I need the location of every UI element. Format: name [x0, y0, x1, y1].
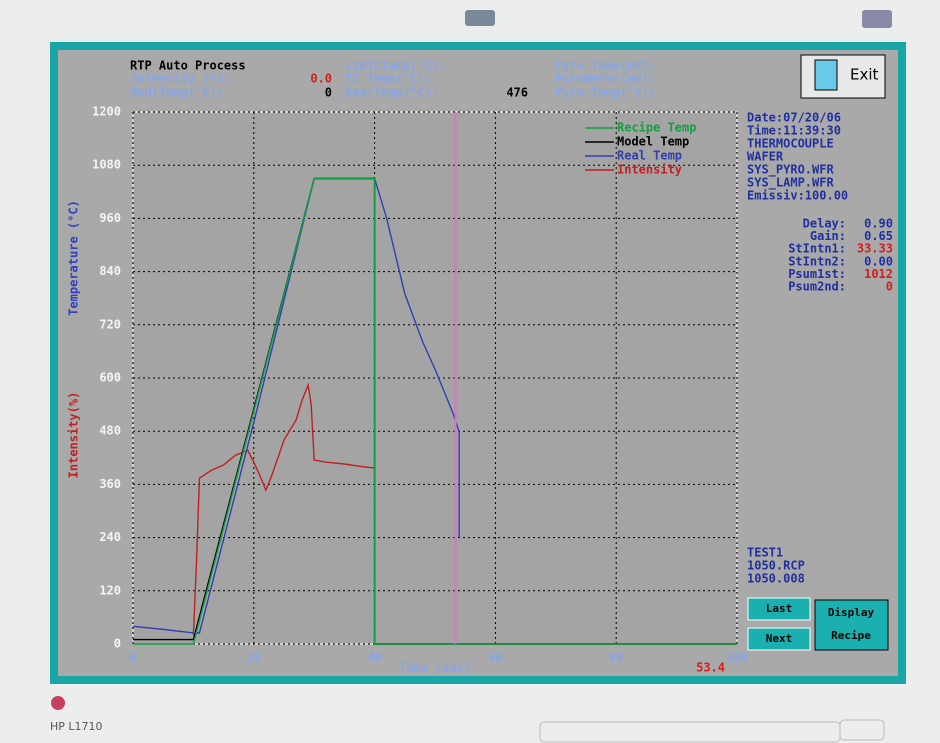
- legend-label: Model Temp: [617, 135, 689, 149]
- button-label: Recipe: [831, 629, 871, 642]
- y-tick-label: 0: [114, 637, 121, 651]
- x-tick-label: 40: [367, 651, 381, 665]
- field-label: Pyro Temp(°C):: [555, 86, 656, 100]
- y-axis-label: Temperature (°C): [67, 200, 81, 316]
- monitor-label: HP L1710: [50, 720, 103, 733]
- y-tick-label: 480: [99, 424, 121, 438]
- exit-label: Exit: [850, 66, 879, 84]
- button-label: Last: [766, 602, 793, 615]
- bezel-logo: [862, 10, 892, 28]
- y-tick-label: 720: [99, 317, 121, 331]
- power-logo: [51, 696, 65, 710]
- button-label: Display: [828, 606, 875, 619]
- file-line: TEST1: [747, 546, 783, 560]
- field-label: RealTemp(°C):: [345, 86, 439, 100]
- legend-label: Intensity: [617, 163, 682, 177]
- app-title: RTP Auto Process: [130, 59, 246, 73]
- field-label: PyroWafer(mV):: [555, 72, 656, 86]
- y-tick-label: 360: [99, 477, 121, 491]
- x-tick-label: 80: [609, 651, 623, 665]
- x-tick-label: 0: [129, 651, 136, 665]
- field-value: 0: [325, 86, 332, 100]
- button-label: Next: [766, 632, 793, 645]
- y-tick-label: 960: [99, 211, 121, 225]
- info-line: Date:07/20/06: [747, 111, 841, 125]
- x-axis-label: Time (sec): [399, 661, 471, 675]
- y-tick-label: 1080: [92, 158, 121, 172]
- y-tick-label: 120: [99, 583, 121, 597]
- exit-icon: [815, 60, 837, 90]
- info-line: Time:11:39:30: [747, 124, 841, 138]
- param-label: Psum2nd:: [788, 280, 846, 294]
- x-tick-label: 20: [247, 651, 261, 665]
- field-label: TC Temp(°C):: [345, 72, 432, 86]
- camera: [465, 10, 495, 26]
- y-tick-label: 1200: [92, 105, 121, 119]
- y-axis-label-2: Intensity(%): [67, 392, 81, 479]
- field-label: czDTCtemp(°C):: [345, 59, 446, 73]
- info-line: Emissiv:100.00: [747, 189, 848, 203]
- info-line: THERMOCOUPLE: [747, 137, 834, 151]
- field-label: ModlTemp(°C):: [130, 86, 224, 100]
- x-tick-label: 60: [488, 651, 502, 665]
- field-label: Intensity (%):: [130, 72, 231, 86]
- info-line: WAFER: [747, 150, 784, 164]
- field-value: 476: [506, 86, 528, 100]
- file-line: 1050.RCP: [747, 559, 805, 573]
- legend-label: Recipe Temp: [617, 121, 696, 135]
- field-label: Pyro Tube(mV):: [555, 59, 656, 73]
- current-time-label: 53.4: [696, 661, 725, 675]
- screen: HP L1710 RTP Auto Process czDTCtemp(°C):…: [0, 0, 940, 743]
- y-tick-label: 240: [99, 530, 121, 544]
- field-value: 0.0: [310, 72, 332, 86]
- y-tick-label: 840: [99, 264, 121, 278]
- legend-label: Real Temp: [617, 149, 682, 163]
- x-tick-label: 100: [726, 651, 748, 665]
- file-line: 1050.008: [747, 572, 805, 586]
- param-value: 0: [886, 280, 893, 294]
- y-tick-label: 600: [99, 371, 121, 385]
